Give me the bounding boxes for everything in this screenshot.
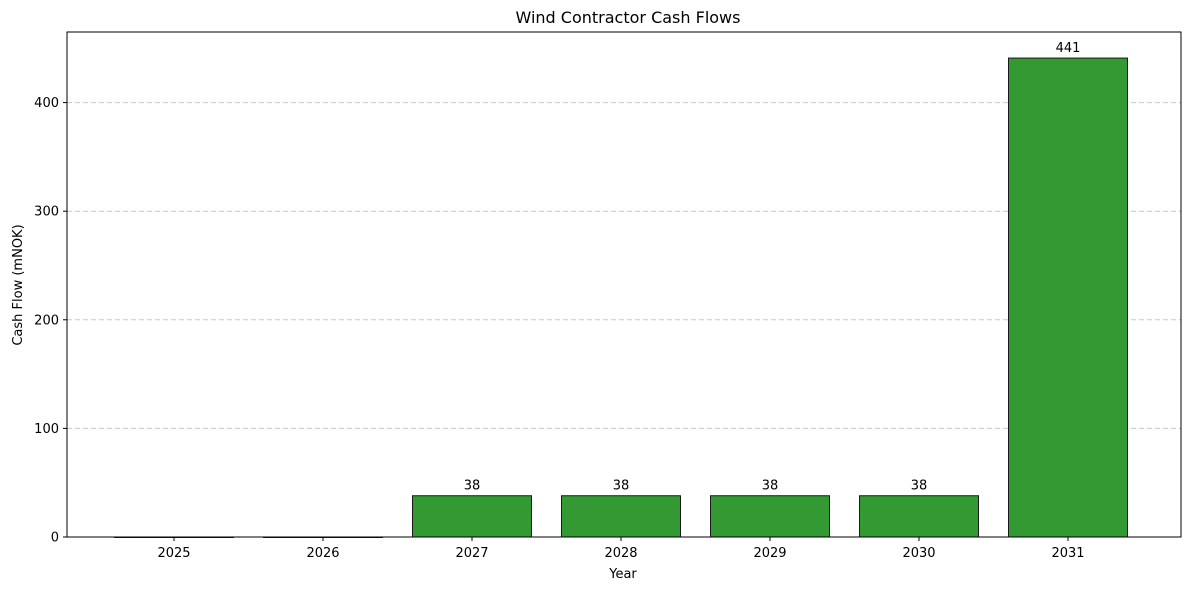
bar [561,495,681,538]
data-labels: 38 38 38 38 441 [464,41,1081,494]
plot-frame [66,31,1182,538]
x-axis-title: Year [608,567,637,582]
bar [710,495,830,538]
bar [412,495,532,538]
y-gridlines [67,102,1181,429]
x-tick-label: 2030 [902,546,935,561]
bar [1008,57,1128,538]
x-tick-label: 2026 [306,546,339,561]
x-tick-label: 2031 [1051,546,1084,561]
data-label: 38 [613,479,630,494]
y-tick-label: 200 [34,313,59,328]
x-tick-label: 2025 [157,546,190,561]
data-label: 38 [762,479,779,494]
y-tick-label: 0 [51,531,59,546]
y-axis-ticks: 0 100 200 300 400 [34,96,67,546]
x-tick-label: 2028 [604,546,637,561]
bars [114,57,1128,538]
y-tick-label: 400 [34,96,59,111]
y-tick-label: 300 [34,205,59,220]
data-label: 441 [1056,41,1081,56]
y-tick-label: 100 [34,422,59,437]
y-axis-title: Cash Flow (mNOK) [11,224,26,345]
data-label: 38 [464,479,481,494]
x-tick-label: 2029 [753,546,786,561]
x-axis-ticks: 2025 2026 2027 2028 2029 2030 2031 [157,537,1085,561]
chart-title: Wind Contractor Cash Flows [516,8,741,27]
data-label: 38 [911,479,928,494]
x-tick-label: 2027 [455,546,488,561]
bar [859,495,979,538]
